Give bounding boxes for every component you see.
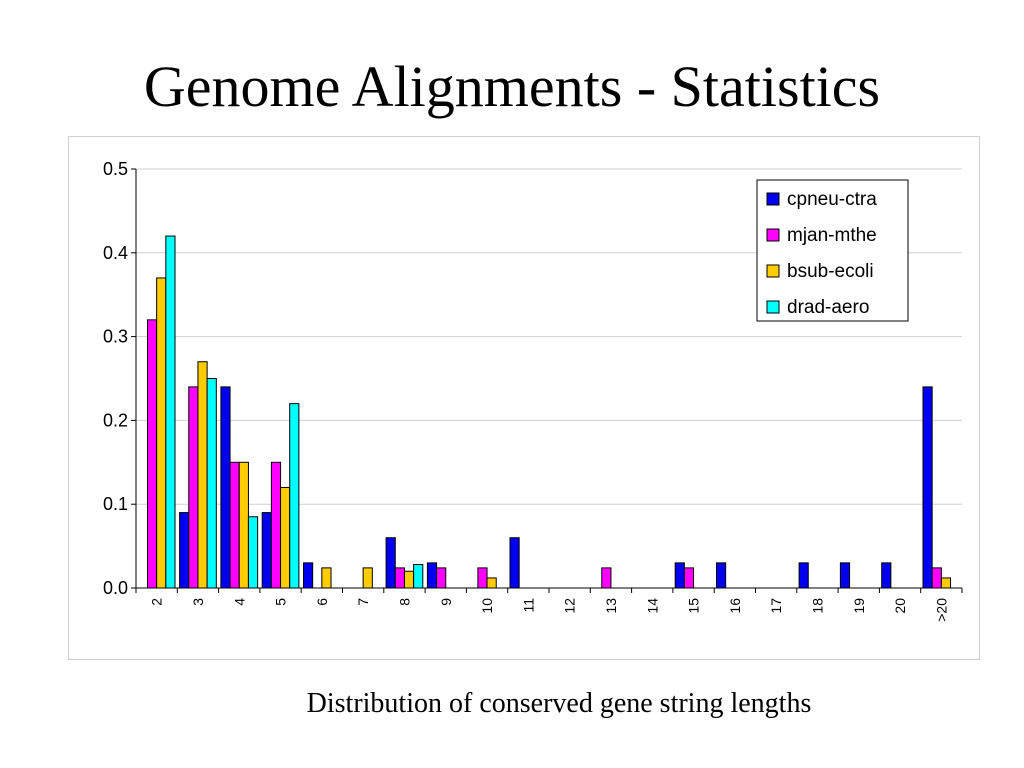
bar <box>270 461 282 589</box>
bar <box>238 461 249 589</box>
bar <box>146 319 158 589</box>
y-tick-label: 0.1 <box>103 494 128 514</box>
x-tick-label: 18 <box>809 598 825 614</box>
bar <box>385 537 396 589</box>
y-tick-label: 0.0 <box>103 578 128 598</box>
bar <box>362 567 373 589</box>
bar <box>931 567 942 589</box>
x-tick-label: 15 <box>686 598 702 614</box>
bar <box>715 562 727 589</box>
x-tick-label: 11 <box>520 598 536 613</box>
bar <box>280 486 291 589</box>
x-tick-label: 12 <box>562 598 578 614</box>
bar <box>601 567 612 589</box>
x-tick-label: 5 <box>273 598 289 606</box>
bar-chart: 0.0 0.1 0.2 0.3 0.4 0.5 2 3 4 5 6 7 8 9 10 11 12 13 14 15 16… <box>103 159 963 622</box>
bar <box>798 562 809 589</box>
bar <box>683 567 695 589</box>
bar <box>881 562 892 589</box>
legend-swatch <box>766 228 780 242</box>
x-tick-label: 17 <box>768 598 784 614</box>
legend-swatch <box>766 192 780 206</box>
x-tick-label: 6 <box>314 598 330 606</box>
y-tick-label: 0.2 <box>103 410 128 430</box>
x-tick-label: 3 <box>190 598 206 606</box>
x-tick-label: 20 <box>892 598 908 614</box>
bar <box>302 562 314 589</box>
legend-swatch <box>766 300 780 314</box>
bar <box>197 361 208 589</box>
x-tick-label: 14 <box>644 598 660 614</box>
bar <box>674 562 685 589</box>
x-tick-label: 4 <box>231 598 247 606</box>
bar <box>509 537 520 589</box>
bar <box>477 567 488 589</box>
bar <box>247 516 259 589</box>
y-tick-label: 0.5 <box>103 159 128 179</box>
bar <box>188 386 199 589</box>
legend-label: bsub-ecoli <box>787 261 874 282</box>
x-tick-label: 8 <box>396 598 412 606</box>
bar <box>206 378 217 589</box>
chart-caption: Distribution of conserved gene string le… <box>306 688 812 719</box>
x-tick-label: >20 <box>933 598 949 622</box>
x-tick-label: 9 <box>438 598 454 606</box>
legend-swatch <box>766 264 780 278</box>
legend-label: cpneu-ctra <box>787 189 877 210</box>
legend-label: drad-aero <box>787 297 869 318</box>
x-tick-label: 19 <box>851 598 867 614</box>
bar <box>436 567 447 589</box>
bar <box>394 567 405 589</box>
bar <box>839 562 851 589</box>
bar <box>156 277 167 589</box>
bar <box>289 403 300 589</box>
x-tick-label: 2 <box>149 598 165 606</box>
bar <box>940 577 952 589</box>
x-tick-label: 7 <box>355 598 371 606</box>
chart-frame: 0.0 0.1 0.2 0.3 0.4 0.5 2 3 4 5 6 7 8 9 10 11 12 13 14 15 16… <box>68 136 980 660</box>
bar <box>220 386 231 589</box>
y-tick-label: 0.3 <box>103 327 128 347</box>
x-tick-label: 10 <box>479 598 495 614</box>
bar <box>229 461 240 589</box>
legend-label: mjan-mthe <box>787 225 877 246</box>
bar <box>165 235 176 589</box>
bar <box>321 567 332 589</box>
bar <box>261 512 272 589</box>
legend-box <box>756 179 909 322</box>
slide-title: Genome Alignments - Statistics <box>143 54 881 119</box>
bar <box>413 564 424 589</box>
bar <box>922 386 933 589</box>
x-tick-label: 16 <box>727 598 743 614</box>
bar <box>426 562 438 589</box>
bar <box>403 570 415 589</box>
bar <box>486 577 497 589</box>
bar <box>179 512 190 589</box>
x-tick-label: 13 <box>603 598 619 614</box>
y-tick-label: 0.4 <box>103 243 128 263</box>
